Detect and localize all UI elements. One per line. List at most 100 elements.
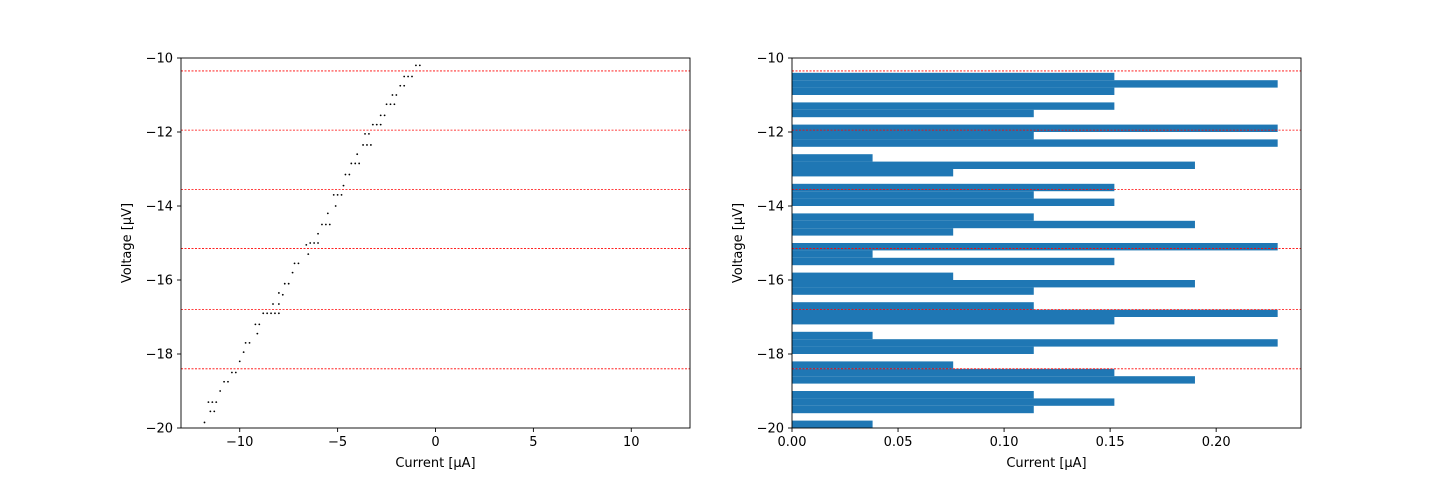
y-axis-label: Voltage [µV] bbox=[731, 203, 746, 283]
y-tick-label: −18 bbox=[146, 348, 173, 363]
data-point bbox=[328, 223, 331, 226]
data-point bbox=[238, 360, 241, 363]
y-tick-label: −14 bbox=[146, 200, 173, 215]
histogram-bar bbox=[792, 139, 1278, 147]
histogram-bar bbox=[792, 302, 1034, 310]
data-point bbox=[283, 282, 286, 285]
histogram-bar bbox=[792, 109, 1034, 118]
data-point bbox=[262, 312, 265, 315]
data-point bbox=[297, 262, 300, 265]
data-point bbox=[362, 144, 364, 146]
y-axis-label: Voltage [µV] bbox=[120, 203, 135, 283]
data-point bbox=[418, 64, 421, 67]
data-point bbox=[277, 303, 280, 305]
x-tick-label: 0.10 bbox=[990, 435, 1019, 450]
histogram-bar bbox=[792, 213, 1034, 221]
y-tick-label: −20 bbox=[146, 422, 173, 437]
histogram-chart: 0.00 0.05 0.10 0.15 0.20 −10 −12 −14 −16 −18 −20 Cu… bbox=[731, 52, 1302, 471]
histogram-bar bbox=[792, 346, 1034, 354]
data-point bbox=[211, 401, 214, 403]
data-point bbox=[348, 173, 351, 176]
data-point bbox=[324, 223, 327, 226]
y-tick-label: −10 bbox=[146, 52, 173, 67]
data-point bbox=[266, 312, 269, 315]
data-point bbox=[256, 332, 259, 335]
data-point bbox=[403, 84, 406, 87]
data-point bbox=[287, 282, 290, 285]
x-tick-label: 0.00 bbox=[778, 435, 807, 450]
data-point bbox=[369, 144, 372, 146]
data-point bbox=[313, 242, 316, 244]
y-tick-label: −12 bbox=[146, 126, 173, 141]
data-point bbox=[379, 123, 382, 126]
x-tick-label: −10 bbox=[226, 435, 253, 450]
histogram-bar bbox=[792, 132, 1034, 140]
histogram-bar bbox=[792, 220, 1195, 229]
data-point bbox=[270, 312, 272, 315]
data-point bbox=[385, 103, 388, 106]
data-point bbox=[248, 342, 251, 344]
data-point bbox=[340, 194, 343, 196]
data-point bbox=[223, 380, 225, 383]
data-point bbox=[407, 75, 409, 78]
x-tick-label: 5 bbox=[529, 435, 537, 450]
data-point bbox=[383, 114, 386, 117]
data-point bbox=[242, 351, 245, 354]
data-point bbox=[356, 153, 359, 156]
data-point bbox=[371, 123, 374, 126]
y-tick-label: −18 bbox=[757, 348, 784, 363]
data-point bbox=[354, 162, 357, 165]
data-point bbox=[317, 242, 319, 244]
histogram-bar bbox=[792, 405, 1034, 414]
data-point bbox=[203, 421, 206, 424]
x-tick-label: 0.20 bbox=[1202, 435, 1231, 450]
axes-frame bbox=[791, 57, 1302, 429]
data-point bbox=[272, 303, 274, 305]
data-point bbox=[334, 205, 337, 207]
histogram-bar bbox=[792, 287, 1034, 295]
x-axis-label: Current [µA] bbox=[395, 456, 475, 471]
y-tick-label: −16 bbox=[757, 274, 784, 289]
histogram-bar bbox=[792, 102, 1115, 110]
data-point bbox=[366, 144, 368, 146]
data-point bbox=[305, 243, 308, 246]
histogram-bar bbox=[792, 243, 1278, 251]
histogram-bar bbox=[792, 191, 1034, 199]
x-axis-label: Current [µA] bbox=[1006, 456, 1086, 471]
data-point bbox=[307, 253, 310, 256]
histogram-bar bbox=[792, 124, 1278, 132]
histogram-bar bbox=[792, 317, 1115, 325]
x-tick-label: −5 bbox=[328, 435, 347, 450]
histogram-bar bbox=[792, 169, 954, 177]
data-point bbox=[391, 94, 394, 96]
histogram-bar bbox=[792, 420, 873, 428]
data-point bbox=[274, 312, 276, 315]
data-point bbox=[209, 410, 212, 413]
data-point bbox=[326, 212, 329, 215]
data-point bbox=[403, 75, 406, 78]
histogram-bar bbox=[792, 280, 1195, 288]
x-tick-label: 0.05 bbox=[884, 435, 913, 450]
histogram-bar bbox=[792, 331, 873, 340]
data-point bbox=[364, 132, 366, 135]
data-point bbox=[317, 232, 319, 235]
data-point bbox=[219, 390, 222, 392]
data-point bbox=[321, 223, 323, 226]
histogram-bar bbox=[792, 183, 1115, 192]
data-point bbox=[393, 103, 396, 106]
plot-area bbox=[181, 58, 690, 428]
data-point bbox=[342, 184, 345, 187]
y-tick-label: −14 bbox=[757, 200, 784, 215]
histogram-bar bbox=[792, 376, 1195, 384]
data-point bbox=[213, 410, 216, 413]
data-point bbox=[332, 194, 335, 196]
data-point bbox=[411, 75, 413, 78]
data-point bbox=[344, 173, 347, 176]
histogram-bar bbox=[792, 72, 1115, 81]
data-point bbox=[244, 342, 247, 344]
data-point bbox=[395, 94, 398, 96]
histogram-bar bbox=[792, 272, 954, 280]
data-point bbox=[207, 401, 210, 403]
histogram-bar bbox=[792, 361, 954, 369]
